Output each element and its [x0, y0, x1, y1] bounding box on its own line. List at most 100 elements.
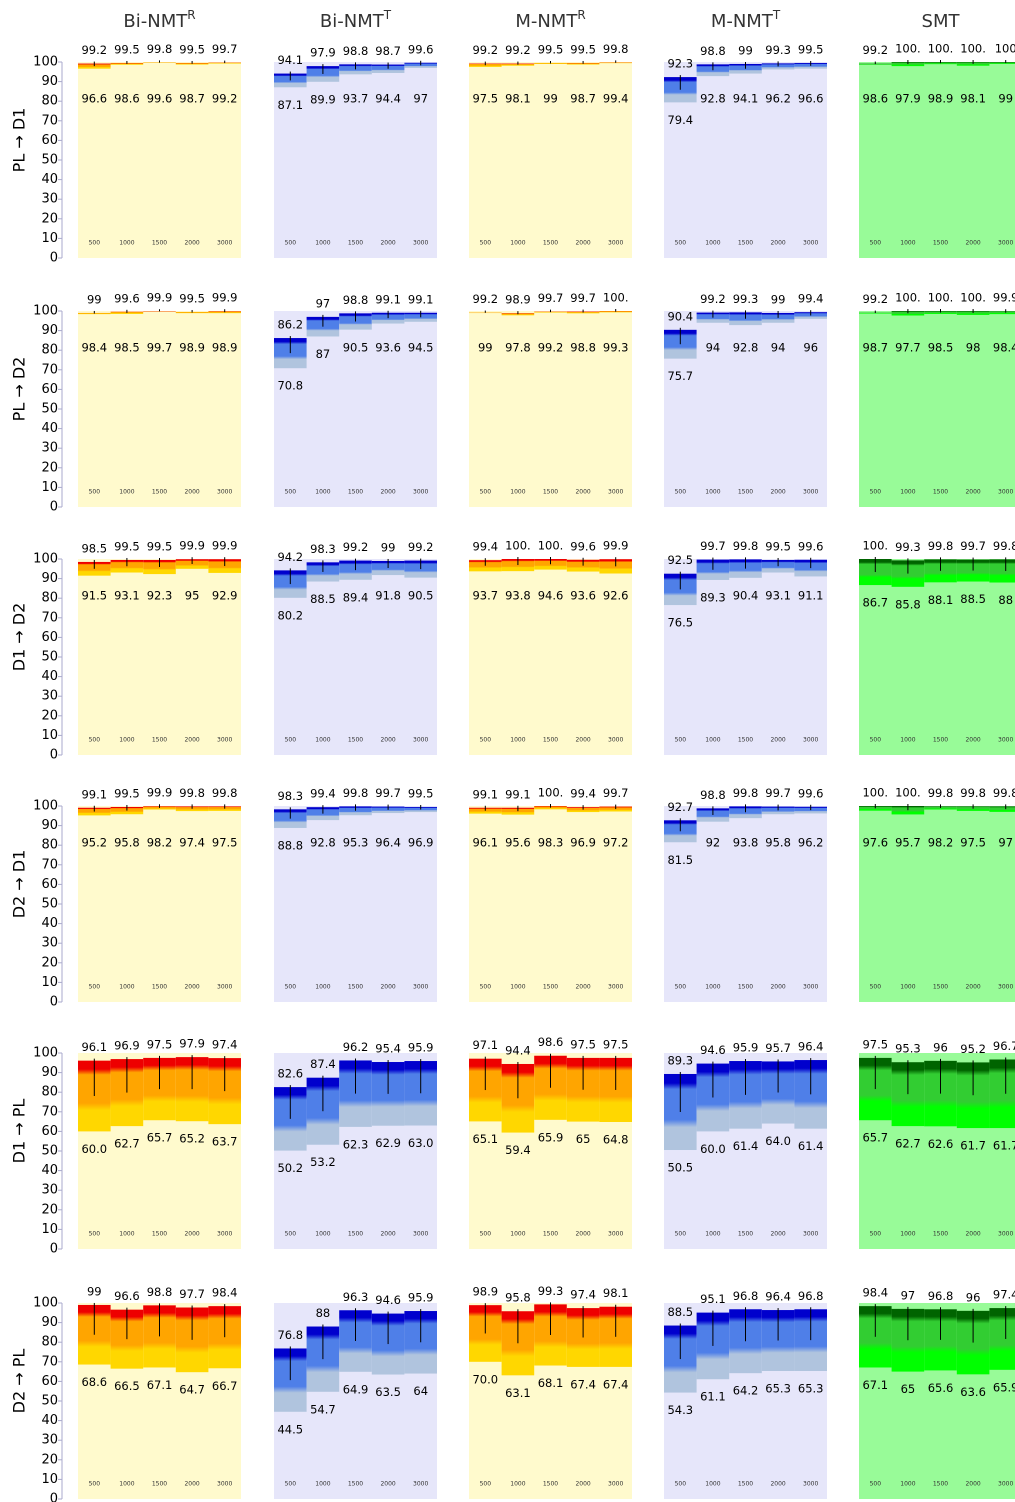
x-tick-label: 1500	[543, 489, 558, 496]
bottom-value-label: 65.1	[472, 1132, 498, 1146]
top-value-label: 97.9	[179, 1037, 205, 1051]
y-tick-label: 100	[33, 799, 58, 814]
top-value-label: 95.3	[895, 1042, 921, 1056]
column-title: Bi-NMTR	[123, 8, 195, 33]
bottom-value-label: 98.1	[505, 92, 531, 106]
bottom-value-label: 67.1	[862, 1378, 888, 1392]
bottom-value-label: 92	[706, 836, 721, 850]
bottom-value-label: 97.8	[505, 341, 531, 355]
bottom-value-label: 89.9	[310, 92, 336, 106]
y-tick-label: 80	[41, 94, 58, 109]
top-value-label: 99.9	[179, 539, 205, 553]
top-value-label: 94.2	[277, 550, 303, 564]
top-value-label: 99.2	[862, 292, 888, 306]
x-tick-label: 500	[285, 737, 297, 744]
panel	[859, 1303, 1015, 1499]
top-value-label: 97.5	[603, 1037, 629, 1051]
x-tick-label: 3000	[217, 1481, 232, 1488]
bottom-value-label: 96.1	[472, 836, 498, 850]
y-tick-label: 90	[41, 74, 58, 89]
row-label: PL → D1	[10, 108, 29, 173]
x-tick-label: 2000	[184, 1481, 199, 1488]
top-value-label: 96.9	[114, 1039, 140, 1053]
panel	[859, 557, 1015, 755]
y-tick-label: 90	[41, 818, 58, 833]
panel-background	[859, 806, 1015, 1002]
bottom-value-label: 96	[803, 341, 818, 355]
top-value-label: 100.	[538, 539, 564, 553]
y-tick-label: 90	[41, 1315, 58, 1330]
top-value-label: 98.4	[212, 1286, 238, 1300]
top-value-label: 99.5	[765, 539, 791, 553]
bottom-value-label: 64.2	[733, 1384, 759, 1398]
y-tick-label: 80	[41, 343, 58, 358]
top-value-label: 99.7	[538, 291, 564, 305]
top-value-label: 99.2	[408, 540, 434, 554]
x-tick-label: 500	[675, 984, 687, 991]
y-tick-label: 70	[41, 857, 58, 872]
top-value-label: 99	[738, 43, 753, 57]
bottom-value-label: 93.7	[472, 589, 498, 603]
x-tick-label: 2000	[770, 1481, 785, 1488]
bottom-value-label: 93.1	[765, 589, 791, 603]
bottom-value-label: 98.9	[928, 92, 954, 106]
top-value-label: 99.3	[895, 540, 921, 554]
x-tick-label: 3000	[608, 489, 623, 496]
y-tick-label: 40	[41, 1413, 58, 1428]
panel	[78, 804, 241, 1002]
x-tick-label: 500	[89, 489, 101, 496]
top-value-label: 99.4	[798, 292, 824, 306]
bottom-value-label: 64.7	[179, 1383, 205, 1397]
top-value-label: 99.5	[408, 786, 434, 800]
bottom-value-label: 60.0	[700, 1142, 726, 1156]
top-value-label: 98.3	[310, 542, 336, 556]
x-tick-label: 2000	[380, 240, 395, 247]
bottom-value-label: 68.6	[81, 1375, 107, 1389]
y-tick-label: 20	[41, 708, 58, 723]
top-value-label: 99.1	[408, 292, 434, 306]
bottom-value-label: 97.5	[212, 836, 238, 850]
x-tick-label: 1500	[543, 984, 558, 991]
bottom-value-label: 97	[998, 836, 1013, 850]
row-label: D2 → PL	[10, 1349, 29, 1414]
top-value-label: 99.8	[928, 539, 954, 553]
panel-background	[469, 62, 632, 258]
y-tick-label: 40	[41, 669, 58, 684]
x-tick-label: 1500	[933, 489, 948, 496]
x-tick-label: 3000	[803, 240, 818, 247]
top-value-label: 98.8	[700, 788, 726, 802]
panel-background	[469, 806, 632, 1002]
column-title: M-NMTR	[515, 8, 585, 33]
top-value-label: 99.2	[81, 43, 107, 57]
bottom-value-label: 98.2	[147, 836, 173, 850]
bottom-value-label: 95.8	[765, 836, 791, 850]
top-value-label: 99.6	[798, 539, 824, 553]
y-tick-label: 80	[41, 838, 58, 853]
range-bar	[469, 312, 502, 314]
panel-background	[274, 62, 437, 258]
y-tick-label: 70	[41, 1354, 58, 1369]
x-tick-label: 1500	[348, 489, 363, 496]
top-value-label: 95.9	[733, 1041, 759, 1055]
top-value-label: 96.8	[928, 1289, 954, 1303]
y-tick-label: 50	[41, 1144, 58, 1159]
bottom-value-label: 96.9	[408, 836, 434, 850]
bottom-value-label: 89.4	[343, 590, 369, 604]
y-tick-label: 30	[41, 441, 58, 456]
top-value-label: 95.4	[375, 1042, 401, 1056]
bottom-value-label: 99.2	[212, 92, 238, 106]
bottom-value-label: 97.9	[895, 92, 921, 106]
x-tick-label: 500	[870, 1481, 882, 1488]
top-value-label: 98.7	[375, 44, 401, 58]
top-value-label: 94.6	[700, 1043, 726, 1057]
top-value-label: 97.9	[310, 46, 336, 60]
bottom-value-label: 63.5	[375, 1385, 401, 1399]
x-tick-label: 1000	[315, 984, 330, 991]
x-tick-label: 3000	[413, 737, 428, 744]
bottom-value-label: 93.6	[375, 341, 401, 355]
y-tick-label: 60	[41, 630, 58, 645]
y-tick-label: 80	[41, 591, 58, 606]
y-tick-label: 80	[41, 1085, 58, 1100]
top-value-label: 99.8	[928, 786, 954, 800]
